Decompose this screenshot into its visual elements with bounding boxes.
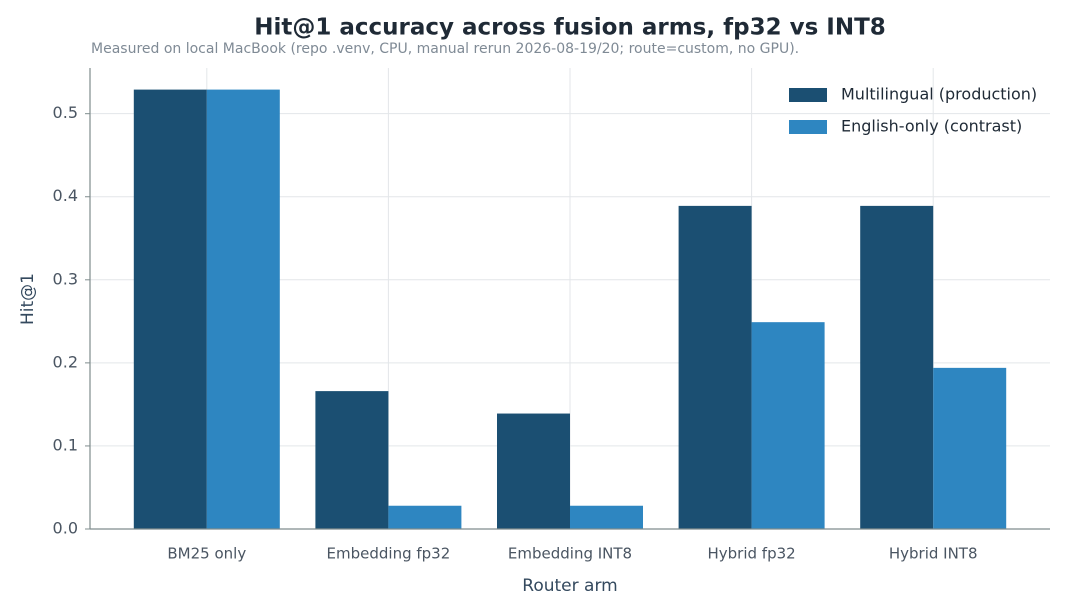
legend-label: Multilingual (production): [841, 85, 1037, 104]
bar: [133, 89, 207, 529]
x-axis-label: Router arm: [522, 576, 617, 596]
legend-swatch: [789, 120, 827, 134]
bar: [860, 205, 934, 529]
y-tick-label: 0.1: [53, 435, 78, 454]
x-tick-label: Hybrid fp32: [707, 545, 795, 563]
bar: [751, 322, 825, 529]
bar: [570, 505, 643, 529]
chart-subtitle: Measured on local MacBook (repo .venv, C…: [91, 41, 799, 57]
y-tick-label: 0.0: [53, 519, 78, 538]
x-tick-label: Embedding INT8: [508, 545, 632, 563]
bar: [678, 205, 752, 529]
bar: [933, 367, 1007, 529]
legend-swatch: [789, 88, 827, 102]
x-tick-label: BM25 only: [167, 545, 246, 563]
legend-label: English-only (contrast): [841, 117, 1022, 136]
bar: [388, 505, 462, 529]
bar: [206, 89, 280, 529]
y-tick-label: 0.2: [53, 352, 78, 371]
y-tick-label: 0.3: [53, 269, 78, 288]
x-tick-label: Hybrid INT8: [889, 545, 978, 563]
x-tick-label: Embedding fp32: [327, 545, 451, 563]
y-axis-label: Hit@1: [18, 273, 38, 325]
bar: [315, 391, 389, 529]
y-tick-label: 0.4: [53, 186, 78, 205]
bar: [497, 413, 570, 529]
chart-title: Hit@1 accuracy across fusion arms, fp32 …: [254, 15, 886, 41]
y-tick-label: 0.5: [53, 103, 78, 122]
